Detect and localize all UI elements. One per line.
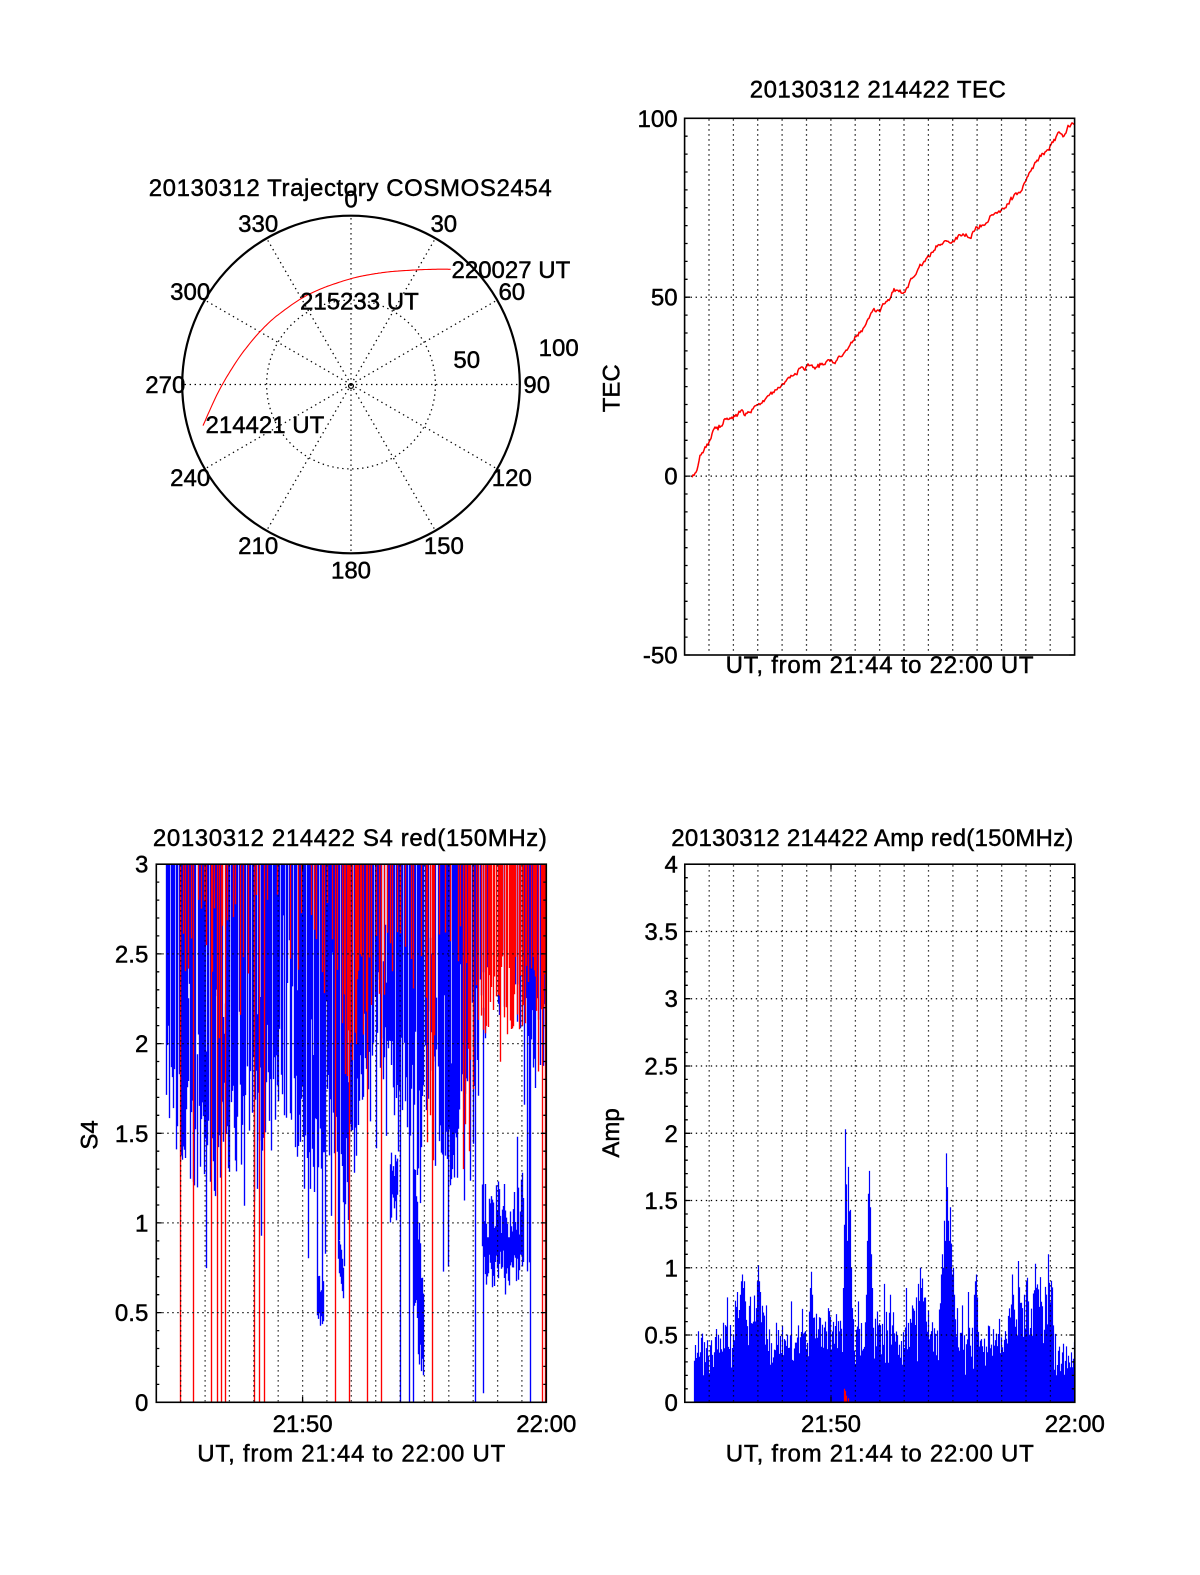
svg-text:214421 UT: 214421 UT	[206, 412, 325, 439]
svg-text:100: 100	[539, 335, 579, 362]
svg-text:1: 1	[664, 1255, 677, 1282]
svg-text:20130312 Trajectory COSMOS2454: 20130312 Trajectory COSMOS2454	[149, 175, 552, 202]
svg-text:S4: S4	[77, 1120, 104, 1149]
svg-text:240: 240	[170, 465, 210, 492]
svg-text:0: 0	[344, 186, 357, 213]
svg-text:UT, from 21:44 to 22:00 UT: UT, from 21:44 to 22:00 UT	[726, 652, 1034, 679]
svg-text:300: 300	[170, 279, 210, 306]
svg-text:180: 180	[331, 558, 371, 585]
svg-text:100: 100	[638, 106, 678, 133]
svg-text:0.5: 0.5	[644, 1323, 677, 1350]
svg-text:330: 330	[238, 211, 278, 238]
svg-text:50: 50	[651, 285, 678, 312]
svg-text:30: 30	[430, 211, 457, 238]
svg-text:22:00: 22:00	[516, 1411, 576, 1438]
svg-text:2: 2	[135, 1031, 148, 1058]
svg-text:2.5: 2.5	[115, 941, 148, 968]
svg-text:UT, from 21:44 to 22:00 UT: UT, from 21:44 to 22:00 UT	[726, 1441, 1034, 1468]
svg-text:90: 90	[523, 372, 550, 399]
svg-text:270: 270	[145, 372, 185, 399]
svg-text:50: 50	[453, 347, 480, 374]
svg-text:215233 UT: 215233 UT	[300, 289, 419, 316]
svg-text:22:00: 22:00	[1045, 1411, 1105, 1438]
svg-text:20130312 214422 TEC: 20130312 214422 TEC	[750, 77, 1006, 104]
svg-text:UT, from 21:44 to 22:00 UT: UT, from 21:44 to 22:00 UT	[197, 1441, 505, 1468]
svg-text:0: 0	[664, 464, 677, 491]
svg-text:3: 3	[664, 986, 677, 1013]
svg-text:1: 1	[135, 1210, 148, 1237]
svg-text:220027 UT: 220027 UT	[452, 257, 571, 284]
svg-text:210: 210	[238, 533, 278, 560]
svg-text:150: 150	[424, 533, 464, 560]
svg-text:Amp: Amp	[598, 1108, 625, 1157]
svg-text:0: 0	[664, 1390, 677, 1417]
svg-text:0.5: 0.5	[115, 1300, 148, 1327]
svg-text:4: 4	[664, 852, 677, 879]
svg-text:60: 60	[498, 279, 525, 306]
svg-text:20130312 214422 S4 red(150MHz): 20130312 214422 S4 red(150MHz)	[153, 825, 547, 852]
svg-text:1.5: 1.5	[644, 1188, 677, 1215]
svg-text:20130312 214422 Amp red(150MHz: 20130312 214422 Amp red(150MHz)	[671, 825, 1073, 852]
svg-text:0: 0	[135, 1390, 148, 1417]
svg-text:120: 120	[492, 465, 532, 492]
svg-text:TEC: TEC	[599, 364, 626, 412]
svg-text:2: 2	[664, 1121, 677, 1148]
svg-text:3: 3	[135, 852, 148, 879]
svg-text:21:50: 21:50	[801, 1411, 861, 1438]
svg-text:1.5: 1.5	[115, 1121, 148, 1148]
svg-text:-50: -50	[643, 643, 678, 670]
svg-text:2.5: 2.5	[644, 1054, 677, 1081]
svg-text:21:50: 21:50	[273, 1411, 333, 1438]
svg-text:3.5: 3.5	[644, 919, 677, 946]
